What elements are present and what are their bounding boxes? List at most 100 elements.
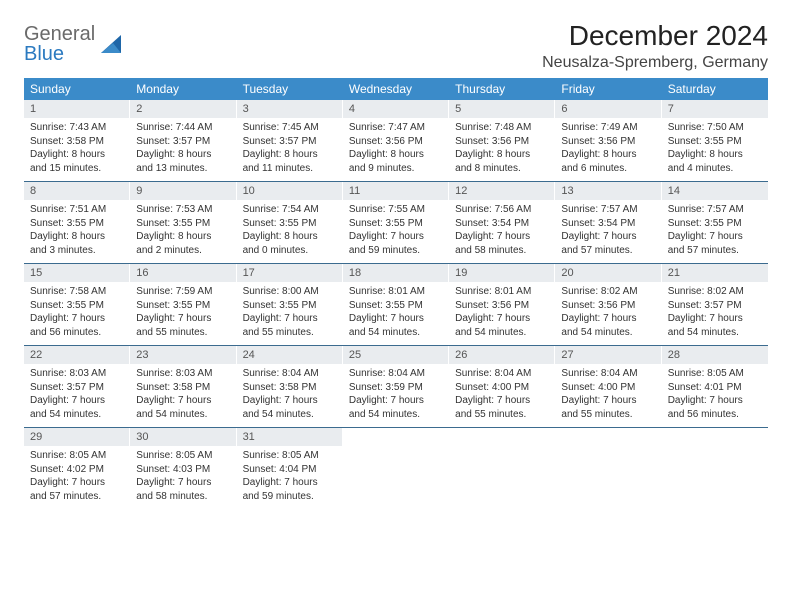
sunrise-text: Sunrise: 8:05 AM [243,449,337,463]
sunrise-text: Sunrise: 7:47 AM [349,121,443,135]
sunrise-text: Sunrise: 8:05 AM [136,449,230,463]
day-body: Sunrise: 8:02 AMSunset: 3:56 PMDaylight:… [555,282,661,345]
sunset-text: Sunset: 3:56 PM [349,135,443,149]
sunrise-text: Sunrise: 7:59 AM [136,285,230,299]
day-body: Sunrise: 8:03 AMSunset: 3:57 PMDaylight:… [24,364,130,427]
sunset-text: Sunset: 3:57 PM [136,135,230,149]
day-body: Sunrise: 7:53 AMSunset: 3:55 PMDaylight:… [130,200,236,263]
daylight-text: Daylight: 8 hours and 2 minutes. [136,230,230,257]
day-body: Sunrise: 8:01 AMSunset: 3:56 PMDaylight:… [449,282,555,345]
sunset-text: Sunset: 4:00 PM [455,381,549,395]
weekday-friday: Friday [555,78,661,100]
day-cell: 4Sunrise: 7:47 AMSunset: 3:56 PMDaylight… [343,100,449,181]
daylight-text: Daylight: 8 hours and 8 minutes. [455,148,549,175]
day-number: 28 [662,346,768,364]
day-cell: 10Sunrise: 7:54 AMSunset: 3:55 PMDayligh… [237,182,343,263]
day-body: Sunrise: 7:45 AMSunset: 3:57 PMDaylight:… [237,118,343,181]
day-number: 30 [130,428,236,446]
day-number: 9 [130,182,236,200]
day-number: 2 [130,100,236,118]
day-cell: 15Sunrise: 7:58 AMSunset: 3:55 PMDayligh… [24,264,130,345]
week-row: 1Sunrise: 7:43 AMSunset: 3:58 PMDaylight… [24,100,768,182]
day-cell: 23Sunrise: 8:03 AMSunset: 3:58 PMDayligh… [130,346,236,427]
sunset-text: Sunset: 3:55 PM [349,299,443,313]
day-body: Sunrise: 7:58 AMSunset: 3:55 PMDaylight:… [24,282,130,345]
sunset-text: Sunset: 3:55 PM [30,217,124,231]
daylight-text: Daylight: 7 hours and 59 minutes. [243,476,337,503]
day-cell: 7Sunrise: 7:50 AMSunset: 3:55 PMDaylight… [662,100,768,181]
day-body: Sunrise: 8:03 AMSunset: 3:58 PMDaylight:… [130,364,236,427]
week-row: 22Sunrise: 8:03 AMSunset: 3:57 PMDayligh… [24,346,768,428]
day-number: 14 [662,182,768,200]
sunrise-text: Sunrise: 7:44 AM [136,121,230,135]
weekday-monday: Monday [130,78,236,100]
daylight-text: Daylight: 7 hours and 56 minutes. [668,394,762,421]
daylight-text: Daylight: 7 hours and 54 minutes. [349,394,443,421]
sunrise-text: Sunrise: 8:04 AM [243,367,337,381]
day-body: Sunrise: 8:00 AMSunset: 3:55 PMDaylight:… [237,282,343,345]
logo: General Blue [24,24,125,64]
daylight-text: Daylight: 7 hours and 54 minutes. [455,312,549,339]
sunset-text: Sunset: 4:02 PM [30,463,124,477]
day-number: 19 [449,264,555,282]
sunset-text: Sunset: 3:57 PM [668,299,762,313]
day-body: Sunrise: 7:56 AMSunset: 3:54 PMDaylight:… [449,200,555,263]
day-cell: 24Sunrise: 8:04 AMSunset: 3:58 PMDayligh… [237,346,343,427]
sunset-text: Sunset: 3:55 PM [349,217,443,231]
day-number: 15 [24,264,130,282]
sunrise-text: Sunrise: 8:03 AM [30,367,124,381]
day-cell [555,428,661,509]
day-cell: 13Sunrise: 7:57 AMSunset: 3:54 PMDayligh… [555,182,661,263]
day-cell: 17Sunrise: 8:00 AMSunset: 3:55 PMDayligh… [237,264,343,345]
day-cell: 12Sunrise: 7:56 AMSunset: 3:54 PMDayligh… [449,182,555,263]
day-number: 11 [343,182,449,200]
day-cell: 9Sunrise: 7:53 AMSunset: 3:55 PMDaylight… [130,182,236,263]
day-body: Sunrise: 8:01 AMSunset: 3:55 PMDaylight:… [343,282,449,345]
sunset-text: Sunset: 3:56 PM [561,299,655,313]
daylight-text: Daylight: 8 hours and 13 minutes. [136,148,230,175]
weekday-tuesday: Tuesday [237,78,343,100]
weekday-saturday: Saturday [662,78,768,100]
daylight-text: Daylight: 7 hours and 54 minutes. [136,394,230,421]
weekday-header-row: SundayMondayTuesdayWednesdayThursdayFrid… [24,78,768,100]
day-cell: 18Sunrise: 8:01 AMSunset: 3:55 PMDayligh… [343,264,449,345]
daylight-text: Daylight: 8 hours and 15 minutes. [30,148,124,175]
day-body: Sunrise: 7:57 AMSunset: 3:54 PMDaylight:… [555,200,661,263]
daylight-text: Daylight: 7 hours and 55 minutes. [243,312,337,339]
sunrise-text: Sunrise: 7:49 AM [561,121,655,135]
logo-text: General Blue [24,24,95,64]
day-cell [662,428,768,509]
sunrise-text: Sunrise: 8:01 AM [349,285,443,299]
day-cell: 11Sunrise: 7:55 AMSunset: 3:55 PMDayligh… [343,182,449,263]
daylight-text: Daylight: 8 hours and 9 minutes. [349,148,443,175]
sunset-text: Sunset: 3:59 PM [349,381,443,395]
day-body: Sunrise: 7:54 AMSunset: 3:55 PMDaylight:… [237,200,343,263]
day-cell: 22Sunrise: 8:03 AMSunset: 3:57 PMDayligh… [24,346,130,427]
day-cell: 25Sunrise: 8:04 AMSunset: 3:59 PMDayligh… [343,346,449,427]
day-number: 17 [237,264,343,282]
sunrise-text: Sunrise: 8:04 AM [455,367,549,381]
daylight-text: Daylight: 8 hours and 11 minutes. [243,148,337,175]
daylight-text: Daylight: 7 hours and 55 minutes. [136,312,230,339]
sunset-text: Sunset: 3:57 PM [243,135,337,149]
day-body: Sunrise: 8:04 AMSunset: 4:00 PMDaylight:… [449,364,555,427]
day-number: 12 [449,182,555,200]
day-number: 3 [237,100,343,118]
day-cell: 27Sunrise: 8:04 AMSunset: 4:00 PMDayligh… [555,346,661,427]
sunset-text: Sunset: 3:56 PM [455,135,549,149]
day-cell: 14Sunrise: 7:57 AMSunset: 3:55 PMDayligh… [662,182,768,263]
sunrise-text: Sunrise: 8:03 AM [136,367,230,381]
day-number: 7 [662,100,768,118]
sunset-text: Sunset: 3:55 PM [668,217,762,231]
sunrise-text: Sunrise: 8:02 AM [668,285,762,299]
sunset-text: Sunset: 3:58 PM [30,135,124,149]
logo-word-blue: Blue [24,43,64,65]
sunset-text: Sunset: 4:03 PM [136,463,230,477]
month-title: December 2024 [542,20,768,52]
day-body: Sunrise: 7:43 AMSunset: 3:58 PMDaylight:… [24,118,130,181]
day-cell [343,428,449,509]
week-row: 8Sunrise: 7:51 AMSunset: 3:55 PMDaylight… [24,182,768,264]
day-body: Sunrise: 8:04 AMSunset: 4:00 PMDaylight:… [555,364,661,427]
daylight-text: Daylight: 8 hours and 4 minutes. [668,148,762,175]
sunrise-text: Sunrise: 7:56 AM [455,203,549,217]
